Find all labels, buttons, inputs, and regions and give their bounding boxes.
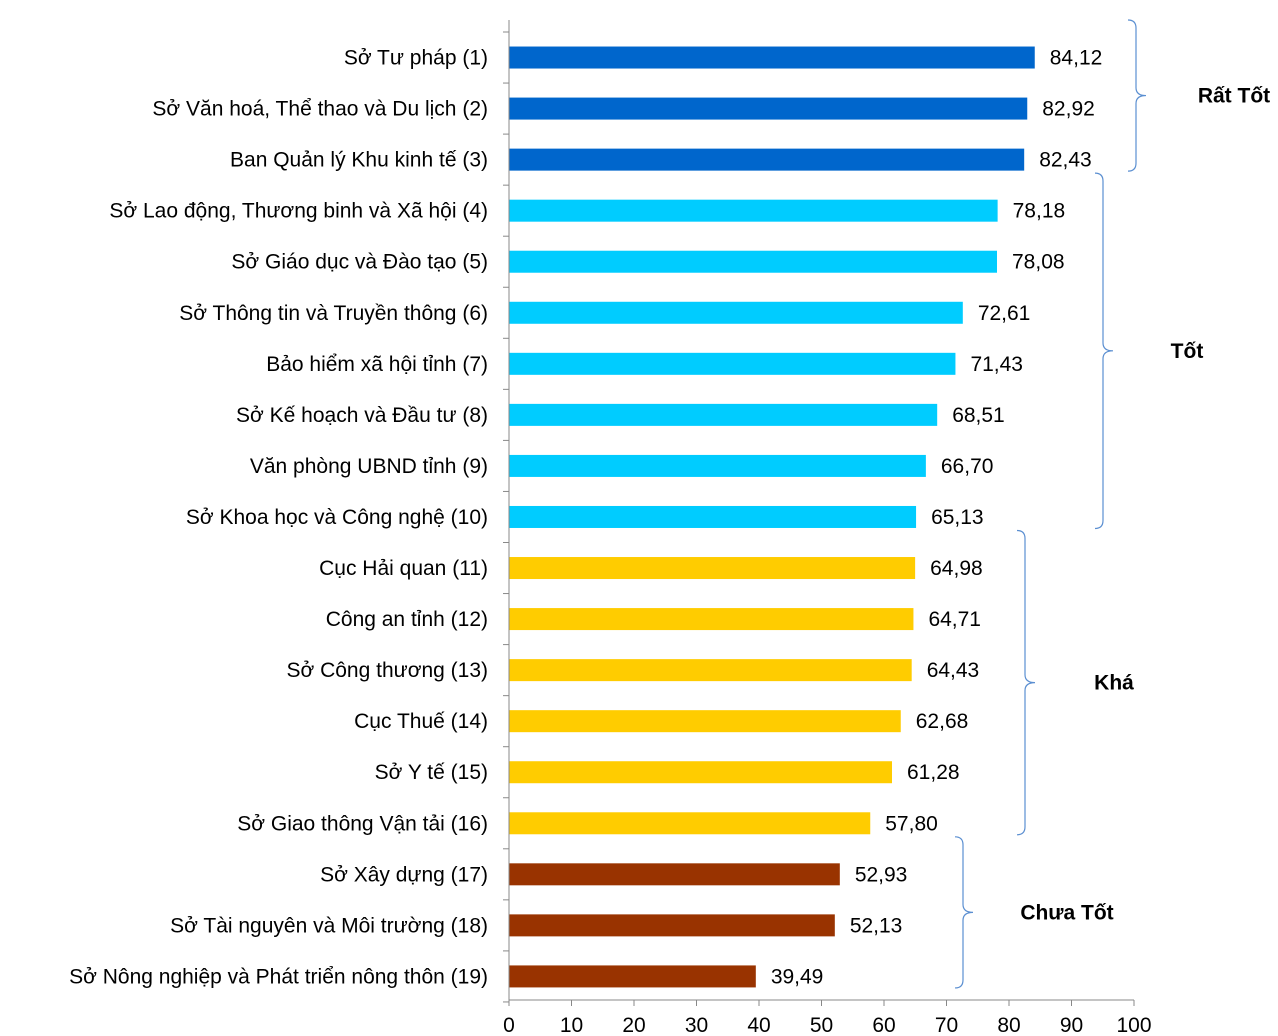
group-label-1: Rất Tốt [1198, 85, 1270, 108]
group-label-2: Tốt [1171, 340, 1204, 363]
category-label-6: Sở Thông tin và Truyền thông (6) [179, 302, 488, 325]
category-label-3: Ban Quản lý Khu kinh tế (3) [230, 149, 488, 172]
group-label-3: Khá [1094, 672, 1134, 695]
value-label-1: 84,12 [1050, 47, 1103, 70]
category-label-15: Sở Y tế (15) [375, 761, 488, 784]
x-tick-label-40: 40 [747, 1014, 770, 1036]
category-label-8: Sở Kế hoạch và Đầu tư (8) [236, 404, 488, 427]
category-label-9: Văn phòng UBND tỉnh (9) [250, 455, 488, 478]
category-label-4: Sở Lao động, Thương binh và Xã hội (4) [109, 200, 488, 223]
value-label-2: 82,92 [1042, 98, 1095, 121]
category-label-2: Sở Văn hoá, Thể thao và Du lịch (2) [152, 98, 488, 121]
value-label-13: 64,43 [927, 659, 980, 682]
value-label-11: 64,98 [930, 557, 983, 580]
category-label-18: Sở Tài nguyên và Môi trường (18) [170, 914, 488, 937]
x-tick-label-10: 10 [560, 1014, 583, 1036]
bar-14 [509, 710, 901, 733]
value-label-16: 57,80 [885, 812, 938, 835]
bar-8 [509, 403, 938, 426]
category-label-13: Sở Công thương (13) [286, 659, 488, 682]
group-brace-1 [1127, 19, 1147, 172]
category-label-12: Công an tỉnh (12) [326, 608, 488, 631]
value-label-4: 78,18 [1013, 200, 1066, 223]
value-label-12: 64,71 [928, 608, 981, 631]
bar-4 [509, 199, 998, 222]
x-tick-label-100: 100 [1116, 1014, 1151, 1036]
bar-2 [509, 97, 1028, 120]
bar-13 [509, 659, 912, 682]
category-label-14: Cục Thuế (14) [354, 710, 488, 733]
bar-3 [509, 148, 1025, 171]
x-tick-label-90: 90 [1060, 1014, 1083, 1036]
x-tick-label-30: 30 [685, 1014, 708, 1036]
category-label-17: Sở Xây dựng (17) [320, 863, 488, 886]
category-label-10: Sở Khoa học và Công nghệ (10) [186, 506, 488, 529]
x-tick-label-80: 80 [997, 1014, 1020, 1036]
group-braces-group: Rất Tốt Tốt Khá Chưa Tốt [954, 19, 1270, 989]
bar-6 [509, 301, 963, 324]
value-label-3: 82,43 [1039, 149, 1092, 172]
category-label-16: Sở Giao thông Vận tải (16) [237, 812, 488, 835]
x-tick-label-50: 50 [810, 1014, 833, 1036]
category-label-7: Bảo hiểm xã hội tỉnh (7) [266, 353, 488, 376]
category-label-11: Cục Hải quan (11) [319, 557, 488, 580]
bar-15 [509, 761, 892, 784]
group-brace-2 [1094, 172, 1114, 530]
bar-5 [509, 250, 997, 273]
bar-9 [509, 454, 926, 477]
value-label-5: 78,08 [1012, 251, 1065, 274]
bar-12 [509, 608, 914, 631]
bar-17 [509, 863, 840, 886]
value-label-6: 72,61 [978, 302, 1031, 325]
group-brace-3 [1016, 529, 1036, 836]
value-label-14: 62,68 [916, 710, 969, 733]
category-label-19: Sở Nông nghiệp và Phát triển nông thôn (… [69, 965, 488, 988]
x-tick-label-0: 0 [503, 1014, 515, 1036]
bar-11 [509, 557, 916, 580]
group-label-4: Chưa Tốt [1020, 901, 1113, 924]
value-label-19: 39,49 [771, 965, 824, 988]
category-label-5: Sở Giáo dục và Đào tạo (5) [231, 251, 488, 274]
category-labels-group: Sở Tư pháp (1) Sở Văn hoá, Thể thao và Du… [69, 47, 488, 989]
bar-18 [509, 914, 835, 937]
value-label-18: 52,13 [850, 914, 903, 937]
x-tick-label-60: 60 [872, 1014, 895, 1036]
bar-7 [509, 352, 956, 375]
axes-group: 0 10 20 30 40 50 60 70 80 90 100 [503, 20, 1152, 1036]
bar-16 [509, 812, 871, 835]
value-label-7: 71,43 [970, 353, 1023, 376]
x-tick-label-20: 20 [622, 1014, 645, 1036]
value-label-9: 66,70 [941, 455, 994, 478]
bars-group [509, 46, 1035, 988]
category-label-1: Sở Tư pháp (1) [344, 47, 488, 70]
value-label-10: 65,13 [931, 506, 984, 529]
value-label-17: 52,93 [855, 863, 908, 886]
value-label-8: 68,51 [952, 404, 1005, 427]
x-tick-label-70: 70 [935, 1014, 958, 1036]
group-brace-4 [954, 836, 974, 989]
bar-19 [509, 965, 756, 988]
bar-10 [509, 505, 917, 528]
bar-1 [509, 46, 1035, 69]
value-labels-group: 84,12 82,92 82,43 78,18 78,08 72,61 71,43 68,51… [771, 47, 1103, 989]
value-label-15: 61,28 [907, 761, 960, 784]
